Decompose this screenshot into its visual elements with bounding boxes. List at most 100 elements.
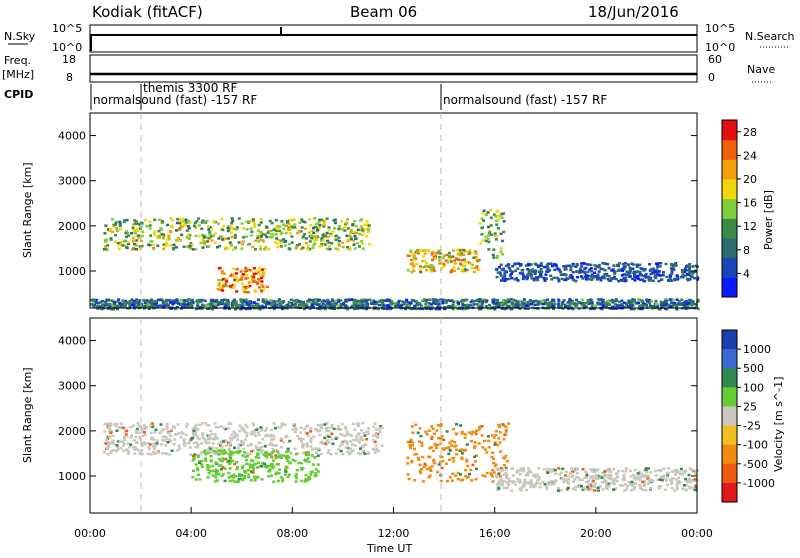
velocity-sample <box>141 442 145 446</box>
power-sample <box>685 302 689 306</box>
velocity-sample <box>545 485 549 488</box>
power-sample <box>162 237 165 240</box>
power-sample <box>434 253 438 256</box>
power-sample <box>659 300 663 304</box>
power-sample <box>597 303 601 306</box>
power-sample <box>694 303 698 306</box>
power-sample <box>411 262 415 265</box>
velocity-sample <box>477 442 481 445</box>
velocity-sample <box>280 424 284 427</box>
power-sample <box>424 264 428 268</box>
velocity-sample <box>500 469 504 472</box>
velocity-sample <box>366 452 370 456</box>
station-title: Kodiak (fitACF) <box>92 3 203 21</box>
x-tick-label: 12:00 <box>378 527 410 540</box>
velocity-sample <box>460 448 464 451</box>
velocity-sample <box>289 452 293 456</box>
power-sample <box>271 303 275 306</box>
power-sample <box>191 248 195 251</box>
velocity-sample <box>589 475 593 479</box>
power-sample <box>184 224 188 227</box>
power-sample <box>534 269 538 273</box>
power-sample <box>641 301 645 304</box>
power-sample <box>601 267 605 271</box>
velocity-sample <box>153 452 157 455</box>
power-sample <box>568 303 572 306</box>
power-sample <box>641 305 645 309</box>
power-sample <box>267 301 271 305</box>
velocity-sample <box>662 474 665 478</box>
power-sample <box>109 238 113 241</box>
power-sample <box>137 236 141 239</box>
velocity-sample <box>195 434 199 437</box>
velocity-sample <box>523 480 527 483</box>
power-sample <box>617 268 621 271</box>
velocity-sample <box>307 453 311 456</box>
velocity-sample <box>554 479 558 482</box>
velocity-sample <box>569 471 573 475</box>
velocity-sample <box>109 431 113 434</box>
velocity-sample <box>466 464 470 468</box>
x-tick-label: 00:00 <box>681 527 713 540</box>
power-sample <box>300 218 304 221</box>
power-sample <box>617 279 621 283</box>
velocity-sample <box>233 462 237 466</box>
power-sample <box>331 230 335 233</box>
x-tick-label: 04:00 <box>175 527 207 540</box>
y-tick-label: 2000 <box>58 425 86 438</box>
velocity-sample <box>198 478 202 481</box>
power-sample <box>531 299 535 303</box>
power-sample <box>162 247 166 251</box>
velocity-sample <box>480 434 484 437</box>
power-sample <box>221 228 225 232</box>
power-sample <box>526 273 530 276</box>
velocity-sample <box>317 447 321 450</box>
velocity-sample <box>286 475 290 479</box>
power-sample <box>367 226 371 230</box>
velocity-sample <box>469 468 473 472</box>
velocity-sample <box>216 437 219 440</box>
velocity-sample <box>310 454 314 457</box>
power-sample <box>520 304 524 308</box>
power-sample <box>670 272 674 276</box>
power-sample <box>326 235 330 239</box>
nsearch-tick-high: 10^5 <box>705 22 735 35</box>
velocity-sample <box>490 455 494 459</box>
power-sample <box>491 253 495 257</box>
velocity-sample <box>106 447 109 450</box>
velocity-sample <box>477 428 481 431</box>
power-sample <box>595 275 599 278</box>
power-sample <box>533 272 537 275</box>
power-sample <box>627 263 631 266</box>
power-sample <box>412 258 416 261</box>
velocity-sample <box>615 480 619 483</box>
power-sample <box>230 235 234 239</box>
power-sample <box>514 303 517 307</box>
power-sample <box>430 253 434 256</box>
power-sample <box>317 303 321 306</box>
power-sample <box>318 307 322 310</box>
velocity-sample <box>504 425 508 429</box>
velocity-sample <box>572 480 575 483</box>
power-sample <box>648 276 652 280</box>
power-sample <box>515 277 519 280</box>
power-sample <box>387 303 391 307</box>
velocity-sample <box>646 477 650 480</box>
power-sample <box>356 242 360 245</box>
velocity-sample <box>545 487 549 490</box>
velocity-sample <box>206 476 210 479</box>
power-sample <box>287 301 291 304</box>
power-sample <box>170 218 174 222</box>
power-sample <box>419 270 423 274</box>
velocity-sample <box>497 473 500 476</box>
velocity-sample <box>201 432 205 435</box>
velocity-sample <box>299 426 303 429</box>
velocity-sample <box>496 482 500 486</box>
power-sample <box>388 306 392 309</box>
velocity-sample <box>337 448 341 451</box>
power-sample <box>467 252 471 256</box>
power-sample <box>629 302 633 305</box>
velocity-sample <box>510 489 514 492</box>
velocity-sample <box>353 428 357 431</box>
power-sample <box>216 288 220 291</box>
